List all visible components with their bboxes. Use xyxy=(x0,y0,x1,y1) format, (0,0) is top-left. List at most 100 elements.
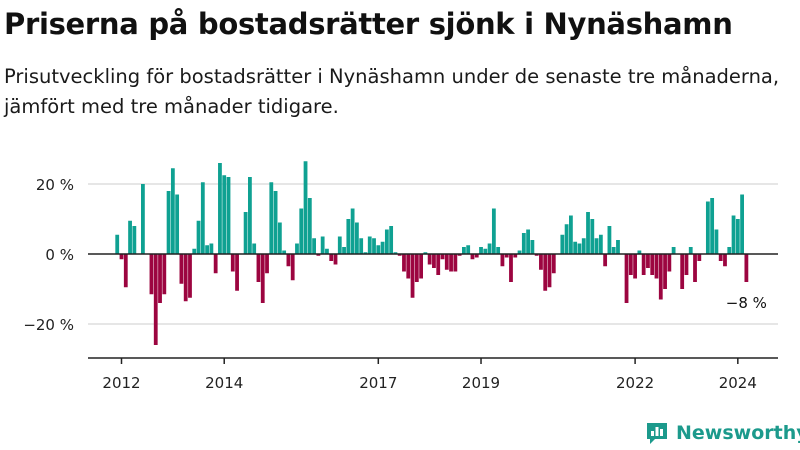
bar xyxy=(299,208,304,254)
bar xyxy=(333,254,338,265)
bar xyxy=(329,254,334,261)
bar xyxy=(222,175,227,254)
bar xyxy=(607,226,612,254)
bar xyxy=(235,254,239,291)
x-tick-label: 2012 xyxy=(102,374,140,392)
bar xyxy=(248,177,252,254)
bar xyxy=(500,254,505,267)
bar xyxy=(410,254,415,298)
bar xyxy=(406,254,411,279)
bar xyxy=(449,254,453,272)
bar xyxy=(436,254,441,275)
bar xyxy=(466,245,471,254)
bar xyxy=(205,245,209,254)
bar xyxy=(684,254,689,275)
bar xyxy=(269,182,274,254)
last-value-annotation: −8 % xyxy=(726,294,767,312)
bar xyxy=(693,254,697,282)
bar xyxy=(470,254,475,260)
x-tick-label: 2014 xyxy=(205,374,243,392)
x-tick-label: 2019 xyxy=(462,374,500,392)
bar xyxy=(603,254,608,267)
y-tick-label: 20 % xyxy=(36,176,74,194)
bar xyxy=(384,229,389,254)
bar xyxy=(710,198,715,254)
bar xyxy=(303,161,308,254)
bar xyxy=(432,254,436,268)
bar xyxy=(325,248,329,254)
bar xyxy=(543,254,548,291)
bar xyxy=(560,234,565,254)
bar xyxy=(611,247,616,254)
bar xyxy=(457,254,462,256)
bar xyxy=(504,254,509,258)
bar xyxy=(414,254,419,282)
bar xyxy=(372,238,376,254)
bar xyxy=(581,238,586,254)
bar xyxy=(624,254,629,303)
bar xyxy=(573,241,578,254)
bar xyxy=(496,247,501,254)
bar xyxy=(192,248,197,254)
bar xyxy=(286,254,291,267)
bar xyxy=(530,240,535,254)
bar xyxy=(282,250,287,254)
bar xyxy=(663,254,667,289)
y-tick-label: −20 % xyxy=(23,316,74,334)
bar xyxy=(658,254,663,300)
bar xyxy=(723,254,727,267)
bar xyxy=(727,247,732,254)
bar xyxy=(196,220,201,254)
bar xyxy=(316,254,321,256)
bar xyxy=(166,191,171,254)
bar xyxy=(355,222,359,254)
bar xyxy=(363,252,368,254)
bar xyxy=(714,229,719,254)
bar xyxy=(551,254,556,274)
bar xyxy=(226,177,231,254)
axes xyxy=(88,253,778,364)
bar xyxy=(393,252,398,254)
bar xyxy=(346,219,351,254)
bar xyxy=(718,254,723,261)
bar xyxy=(513,254,518,258)
bar xyxy=(277,222,282,254)
x-tick-label: 2022 xyxy=(616,374,654,392)
bar xyxy=(149,254,154,295)
bar xyxy=(209,243,214,254)
bar xyxy=(119,254,124,260)
labels: −20 % 0 % 20 % 2012 2014 2017 2019 2022 2024 −8 % xyxy=(23,176,767,392)
bars xyxy=(115,161,749,345)
bar xyxy=(491,208,496,254)
bar xyxy=(389,226,394,254)
bar xyxy=(252,243,257,254)
bar xyxy=(213,254,218,274)
y-tick-label: 0 % xyxy=(45,246,74,264)
bar xyxy=(179,254,184,284)
bar xyxy=(641,254,646,275)
bar xyxy=(735,219,740,254)
bar xyxy=(380,241,385,254)
bar xyxy=(744,254,749,282)
bar xyxy=(342,247,346,254)
bar xyxy=(115,234,120,254)
bar xyxy=(616,240,620,254)
bar xyxy=(158,254,162,303)
bar xyxy=(637,250,642,254)
bar xyxy=(577,243,582,254)
newsworthy-logo: Newsworthy xyxy=(644,420,800,446)
bar xyxy=(265,254,269,274)
chart-title: Priserna på bostadsrätter sjönk i Nynäsh… xyxy=(4,7,733,41)
bar xyxy=(650,254,655,275)
x-tick-label: 2024 xyxy=(719,374,757,392)
bar xyxy=(440,254,445,260)
bar xyxy=(633,254,637,279)
bar xyxy=(462,247,466,254)
bar xyxy=(569,215,573,254)
bar xyxy=(230,254,235,272)
bar xyxy=(141,184,145,254)
bar xyxy=(427,254,432,265)
bar xyxy=(183,254,188,302)
bar xyxy=(453,254,458,272)
bar xyxy=(509,254,513,282)
